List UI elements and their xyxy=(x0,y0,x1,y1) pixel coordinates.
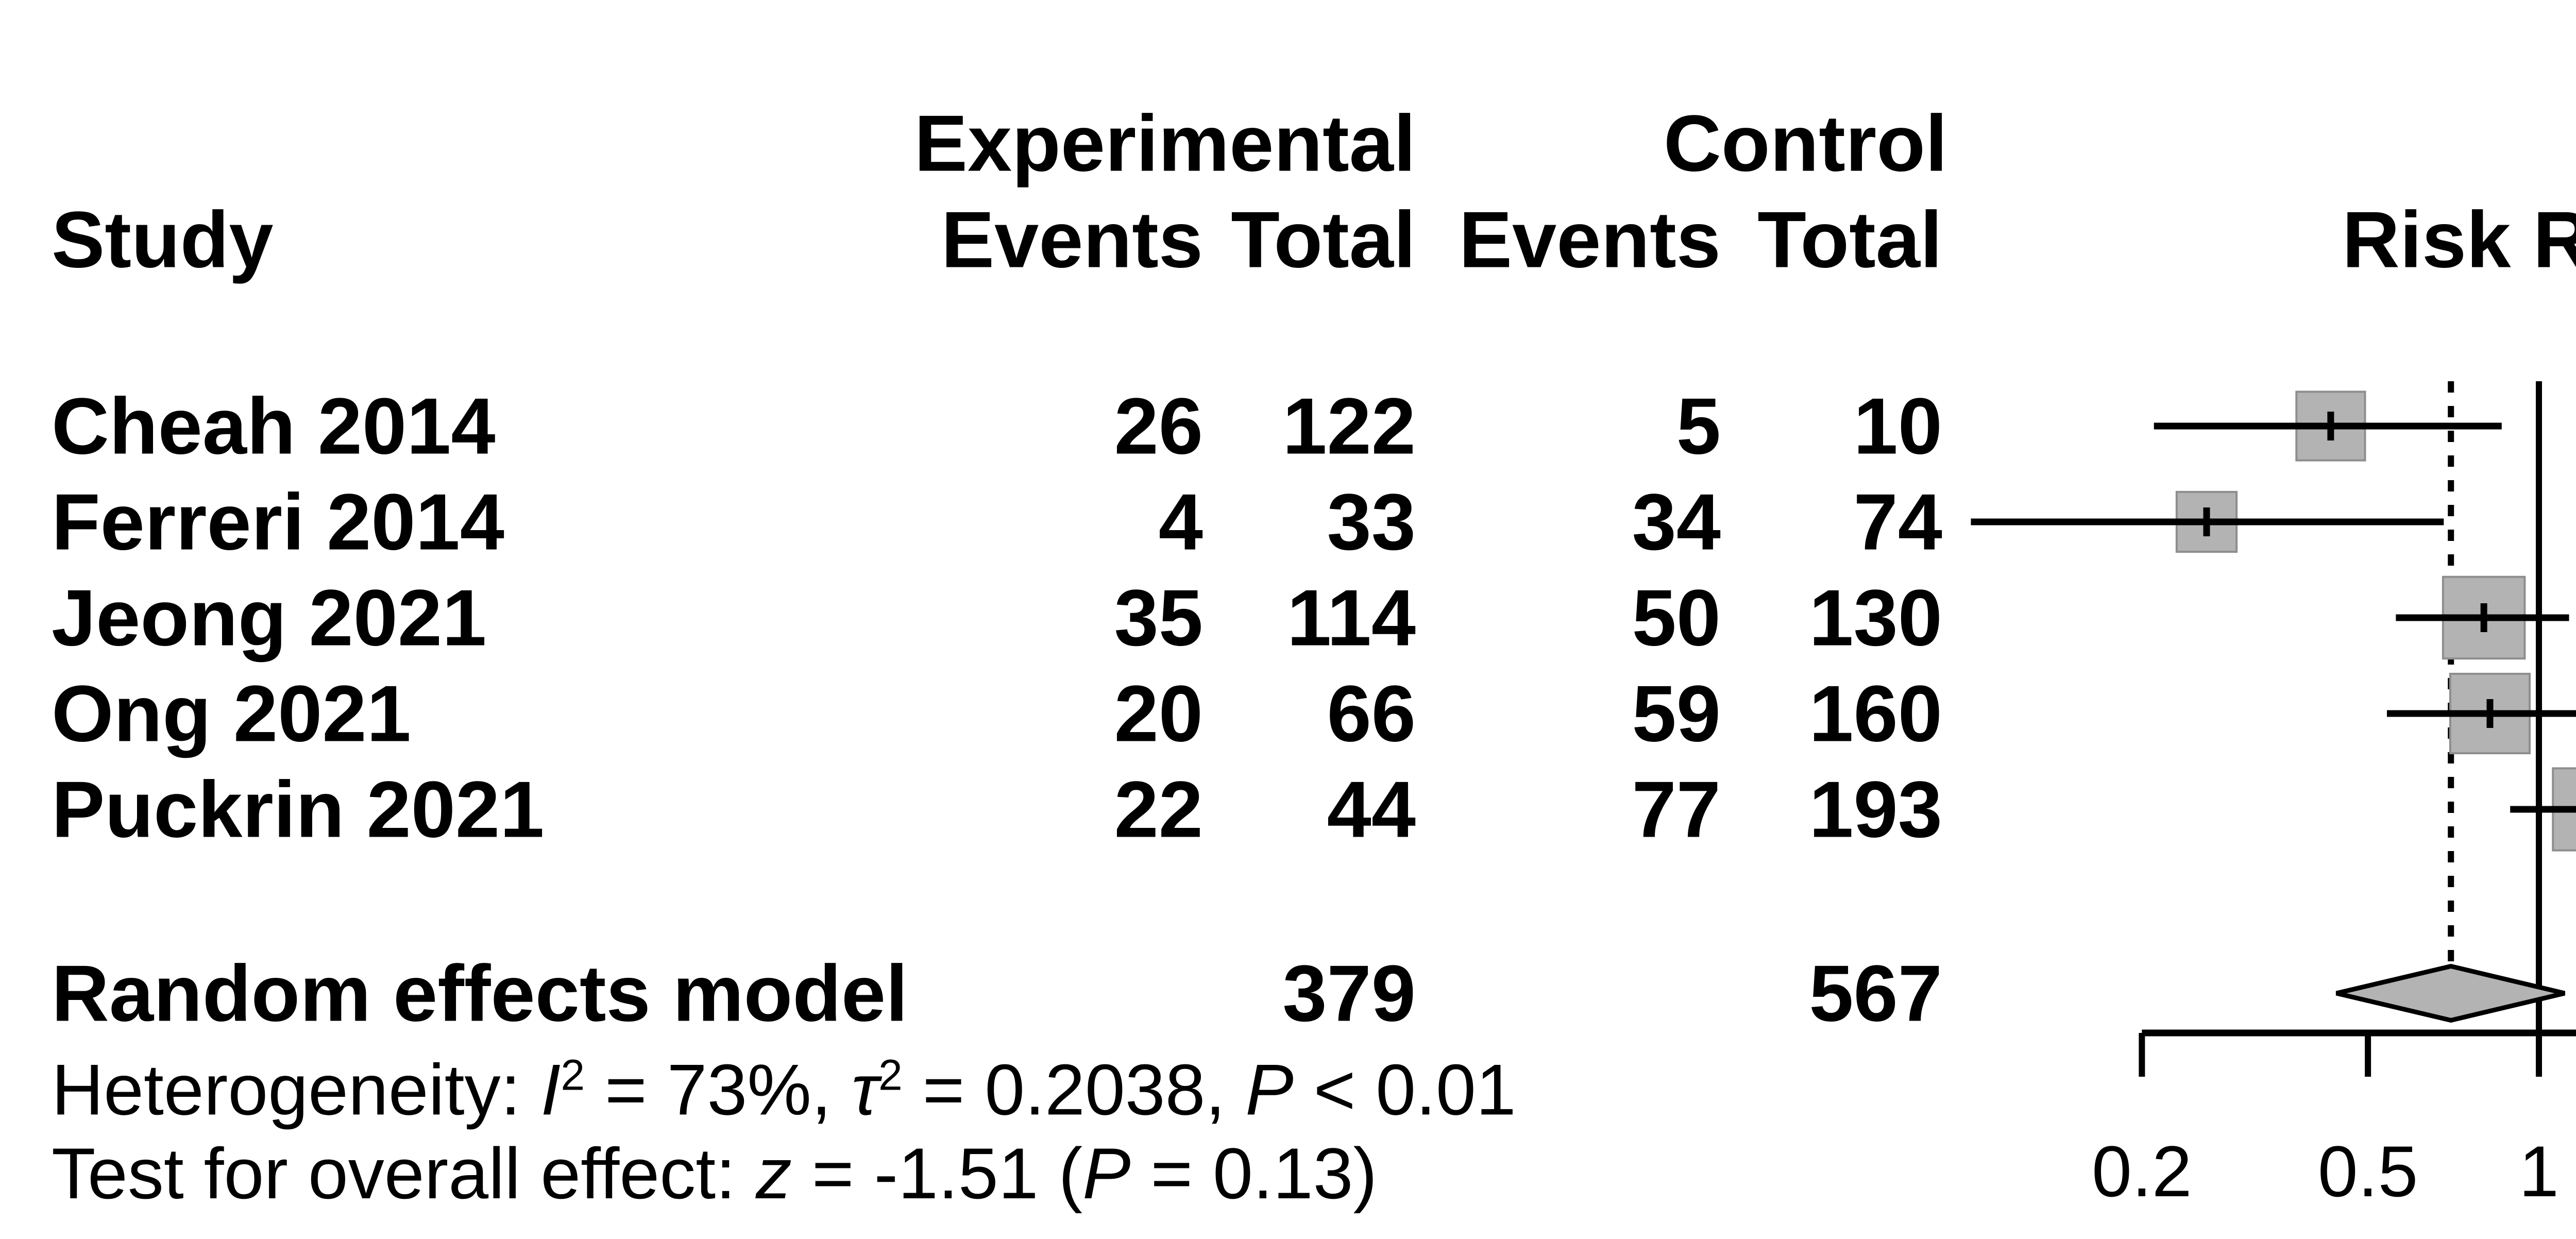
estimate-tick xyxy=(2327,412,2334,440)
exp-total-value: 33 xyxy=(1327,477,1416,567)
study-name: Ong 2021 xyxy=(52,669,411,758)
pooled-diamond xyxy=(2335,963,2566,1023)
footnote-segment: < 0.01 xyxy=(1293,1049,1516,1130)
footnote-segment: τ xyxy=(851,1049,879,1130)
exp-total-value: 114 xyxy=(1286,573,1416,663)
estimate-tick xyxy=(2486,699,2494,728)
header-study: Study xyxy=(52,195,274,284)
ctrl-total-value: 130 xyxy=(1809,573,1942,663)
header-ctrl-total: Total xyxy=(1757,195,1942,284)
pooled-ctrl-total: 567 xyxy=(1809,948,1942,1038)
header-experimental-label: Experimental xyxy=(914,98,1416,188)
header-control-label: Control xyxy=(1664,98,1947,188)
estimate-tick xyxy=(2480,603,2487,632)
pooled-label: Random effects model xyxy=(52,948,908,1038)
study-name: Ferreri 2014 xyxy=(52,477,504,567)
exp-events-value: 4 xyxy=(1158,477,1203,567)
footnote-segment: = -1.51 ( xyxy=(791,1133,1083,1214)
overall-effect-note: Test for overall effect: z = -1.51 (P = … xyxy=(52,1138,1377,1210)
header-exp-total: Total xyxy=(1231,195,1416,284)
footnote-segment: 2 xyxy=(878,1050,903,1099)
exp-total-value: 122 xyxy=(1282,381,1416,471)
study-name: Puckrin 2021 xyxy=(52,765,545,854)
header-effect-measure: Risk Ratio xyxy=(2342,195,2576,284)
ctrl-events-value: 50 xyxy=(1632,573,1721,663)
footnote-segment: P xyxy=(1082,1133,1131,1214)
ctrl-events-value: 77 xyxy=(1632,765,1721,854)
exp-total-value: 66 xyxy=(1327,669,1416,758)
ctrl-events-value: 34 xyxy=(1632,477,1721,567)
exp-events-value: 26 xyxy=(1114,381,1203,471)
footnote-segment: = 0.2038, xyxy=(902,1049,1246,1130)
exp-events-value: 35 xyxy=(1114,573,1203,663)
axis-tick-label: 1 xyxy=(2519,1131,2559,1212)
ctrl-total-value: 10 xyxy=(1853,381,1942,471)
footnote-segment: z xyxy=(755,1133,792,1214)
footnote-segment: 2 xyxy=(561,1050,585,1099)
header-exp-events: Events xyxy=(941,195,1203,284)
footnote-segment: I xyxy=(540,1049,561,1130)
ctrl-total-value: 193 xyxy=(1809,765,1942,854)
study-name: Jeong 2021 xyxy=(52,573,487,663)
estimate-tick xyxy=(2203,507,2210,536)
exp-events-value: 20 xyxy=(1114,669,1203,758)
header-ctrl-events: Events xyxy=(1459,195,1721,284)
header-control-group: Control xyxy=(1329,104,1947,183)
footnote-segment: P xyxy=(1245,1049,1294,1130)
exp-events-value: 22 xyxy=(1114,765,1203,854)
footnote-segment: Test for overall effect: xyxy=(52,1133,756,1214)
footnote-segment: Heterogeneity: xyxy=(52,1049,541,1130)
pooled-exp-total: 379 xyxy=(1282,948,1416,1038)
footnote-segment: = 73%, xyxy=(585,1049,852,1130)
ctrl-total-value: 160 xyxy=(1809,669,1942,758)
ctrl-total-value: 74 xyxy=(1853,477,1942,567)
study-name: Cheah 2014 xyxy=(52,381,496,471)
axis-tick-label: 0.5 xyxy=(2318,1131,2418,1212)
heterogeneity-note: Heterogeneity: I2 = 73%, τ2 = 0.2038, P … xyxy=(52,1054,1516,1126)
ctrl-events-value: 59 xyxy=(1632,669,1721,758)
footnote-segment: = 0.13) xyxy=(1130,1133,1378,1214)
exp-total-value: 44 xyxy=(1327,765,1416,854)
ctrl-events-value: 5 xyxy=(1676,381,1721,471)
axis-tick-label: 0.2 xyxy=(2092,1131,2192,1212)
header-experimental-group: Experimental xyxy=(798,104,1416,183)
